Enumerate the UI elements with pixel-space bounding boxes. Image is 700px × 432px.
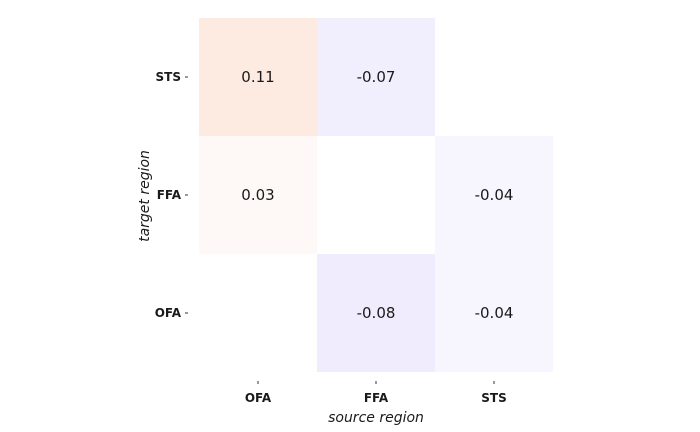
cell-value-label: 0.03 xyxy=(241,186,274,204)
y-tick-label: OFA xyxy=(155,306,182,320)
heatmap-cell xyxy=(199,18,317,136)
y-tick-label: STS xyxy=(156,70,181,84)
cell-value-label: -0.07 xyxy=(357,68,396,86)
x-axis-label: source region xyxy=(328,410,424,426)
x-tick-label: FFA xyxy=(364,391,389,405)
axis-ticks: STS FFA OFA OFA FFA STS xyxy=(155,70,507,405)
heatmap-cell xyxy=(317,254,435,372)
y-axis-label: target region xyxy=(137,150,153,242)
x-tick-label: STS xyxy=(481,391,506,405)
heatmap-cell xyxy=(317,18,435,136)
heatmap-cell xyxy=(199,136,317,254)
heatmap-cell xyxy=(435,136,553,254)
cell-value-label: -0.04 xyxy=(475,304,514,322)
cell-value-label: -0.08 xyxy=(357,304,396,322)
cell-value-label: -0.04 xyxy=(475,186,514,204)
cell-value-label: 0.11 xyxy=(241,68,274,86)
heatmap-cell xyxy=(435,254,553,372)
x-tick-label: OFA xyxy=(245,391,272,405)
y-tick-label: FFA xyxy=(157,188,182,202)
heatmap-cells: 0.11 -0.07 0.03 -0.04 -0.08 -0.04 xyxy=(199,18,553,372)
